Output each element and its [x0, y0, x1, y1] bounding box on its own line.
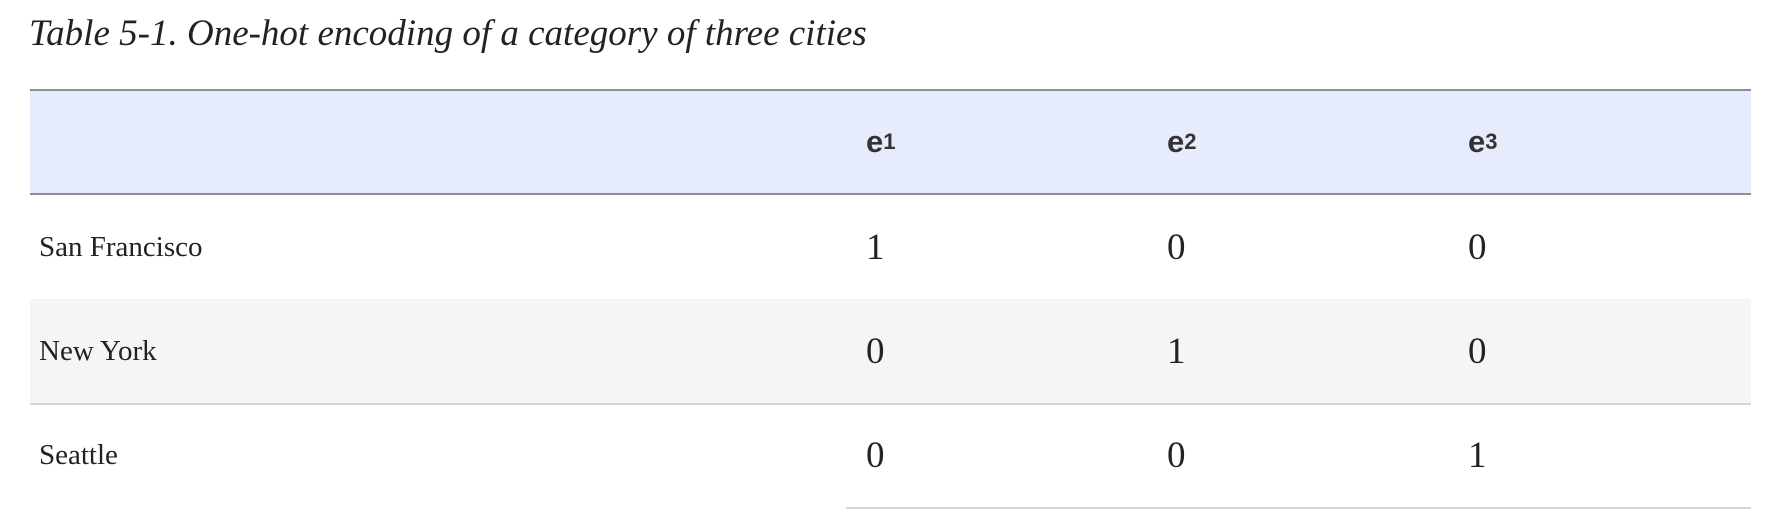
table-row: San Francisco 1 0 0 [30, 195, 1751, 299]
table-cell: 0 [1468, 226, 1487, 268]
row-label: San Francisco [39, 230, 203, 263]
table-cell: 1 [866, 226, 885, 268]
header-base: e [866, 124, 884, 159]
row-divider [846, 507, 1751, 509]
table-caption: Table 5-1. One-hot encoding of a categor… [29, 10, 867, 58]
header-base: e [1167, 124, 1185, 159]
table-cell: 0 [866, 330, 885, 372]
caption-label: Table 5-1 [29, 13, 169, 54]
row-label: Seattle [39, 438, 118, 471]
table-cell: 0 [1468, 330, 1487, 372]
table-cell: 0 [1167, 434, 1186, 476]
table-cell: 1 [1468, 434, 1487, 476]
table-cell: 1 [1167, 330, 1186, 372]
table-cell: 0 [1167, 226, 1186, 268]
table-row: Seattle 0 0 1 [30, 403, 1751, 507]
table-cell: 0 [866, 434, 885, 476]
table-row: New York 0 1 0 [30, 299, 1751, 403]
caption-text: . One-hot encoding of a category of thre… [168, 13, 867, 54]
header-base: e [1468, 124, 1486, 159]
row-label: New York [39, 334, 157, 367]
row-divider [30, 403, 1751, 405]
